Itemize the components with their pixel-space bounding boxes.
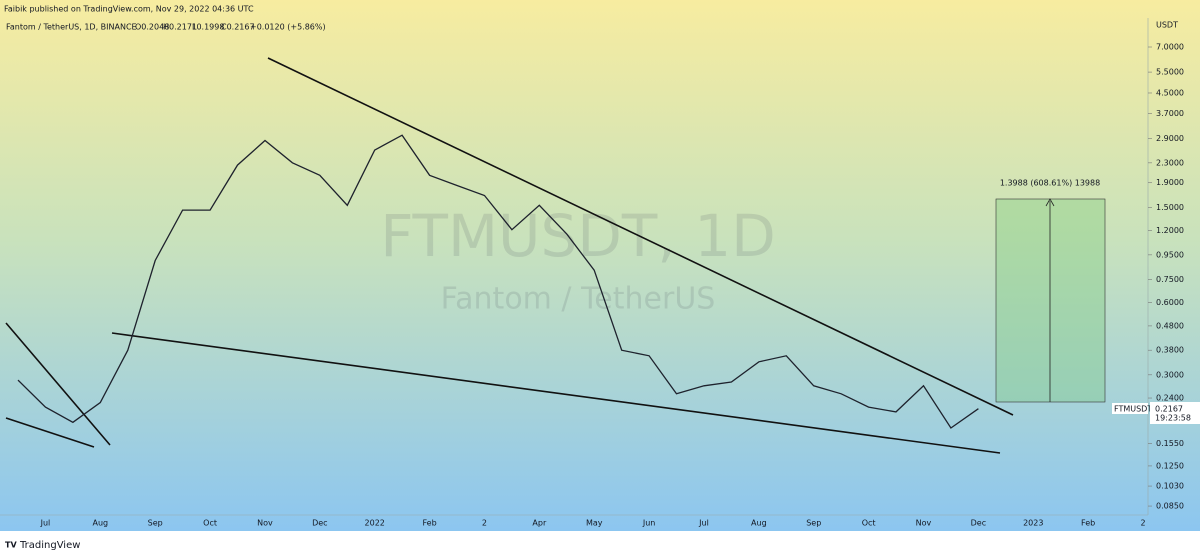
trendline-upper <box>267 57 1014 416</box>
x-tick-label: Oct <box>203 519 217 528</box>
y-tick-label: 3.7000 <box>1156 109 1184 118</box>
x-tick-label: Nov <box>916 519 932 528</box>
y-tick-label: 1.5000 <box>1156 203 1184 212</box>
x-tick-label: 2023 <box>1023 519 1043 528</box>
y-tick-label: 2.9000 <box>1156 134 1184 143</box>
change: +0.0120 (+5.86%) <box>250 23 326 32</box>
x-tick-label: Jul <box>40 519 51 528</box>
ohlc-high: H0.2171 <box>163 23 197 32</box>
x-tick-label: Dec <box>312 519 327 528</box>
y-tick-label: 2.3000 <box>1156 158 1184 167</box>
x-tick-label: Feb <box>1081 519 1095 528</box>
x-tick-label: Jul <box>698 519 709 528</box>
y-tick-label: 0.1250 <box>1156 461 1184 470</box>
background <box>0 0 1200 531</box>
y-tick-label: 1.9000 <box>1156 178 1184 187</box>
x-tick-label: Dec <box>971 519 986 528</box>
y-tick-label: 0.9500 <box>1156 250 1184 259</box>
measure-box <box>995 198 1106 403</box>
trendline-early-lower <box>5 417 95 448</box>
ohlc-close: C0.2167 <box>221 23 255 32</box>
x-tick-label: Aug <box>751 519 767 528</box>
x-tick-label: Apr <box>532 519 547 528</box>
price-tag-box <box>1150 402 1200 424</box>
y-tick-label: 5.5000 <box>1156 68 1184 77</box>
x-tick-label: Jun <box>642 519 656 528</box>
y-tick-label: 0.0850 <box>1156 502 1184 511</box>
x-tick-label: Feb <box>422 519 436 528</box>
y-tick-label: 4.5000 <box>1156 88 1184 97</box>
x-tick-label: Sep <box>806 519 821 528</box>
x-tick-label: Nov <box>257 519 273 528</box>
x-tick-label: 2 <box>482 519 487 528</box>
y-tick-label: 0.7500 <box>1156 275 1184 284</box>
y-tick-label: 0.1030 <box>1156 482 1184 491</box>
y-axis-unit: USDT <box>1156 21 1178 30</box>
x-tick-label: 2 <box>1140 519 1145 528</box>
y-tick-label: 1.2000 <box>1156 226 1184 235</box>
x-tick-label: Oct <box>862 519 876 528</box>
x-tick-label: Aug <box>93 519 109 528</box>
x-tick-label: May <box>586 519 603 528</box>
y-tick-label: 0.6000 <box>1156 298 1184 307</box>
symbol-tag: FTMUSDT <box>1114 405 1152 414</box>
y-tick-label: 0.1550 <box>1156 439 1184 448</box>
last-price: 0.2167 <box>1155 405 1183 414</box>
header: Faibik published on TradingView.com, Nov… <box>4 5 254 14</box>
y-tick-label: 7.0000 <box>1156 43 1184 52</box>
y-tick-label: 0.2400 <box>1156 394 1184 403</box>
symbol-tag-box <box>1112 403 1148 414</box>
y-tick-label: 0.3000 <box>1156 370 1184 379</box>
x-tick-label: Sep <box>148 519 163 528</box>
price-line <box>17 134 979 429</box>
symbol-info: Fantom / TetherUS, 1D, BINANCE <box>6 23 137 32</box>
watermark: FTMUSDT, 1D <box>380 202 776 270</box>
watermark-sub: Fantom / TetherUS <box>441 282 716 317</box>
ohlc-low: L0.1998 <box>192 23 224 32</box>
measure-arrowhead <box>1045 198 1055 207</box>
footer-logo: TV <box>5 541 17 550</box>
trendline-early-upper <box>5 322 111 446</box>
ohlc-open: O0.2048 <box>135 23 169 32</box>
footer: TradingView <box>19 540 80 551</box>
x-tick-label: 2022 <box>365 519 385 528</box>
y-tick-label: 0.3800 <box>1156 346 1184 355</box>
measure-label: 1.3988 (608.61%) 13988 <box>1000 179 1100 188</box>
y-tick-label: 0.4800 <box>1156 321 1184 330</box>
countdown: 19:23:58 <box>1155 414 1191 423</box>
trendline-lower <box>111 332 1001 454</box>
